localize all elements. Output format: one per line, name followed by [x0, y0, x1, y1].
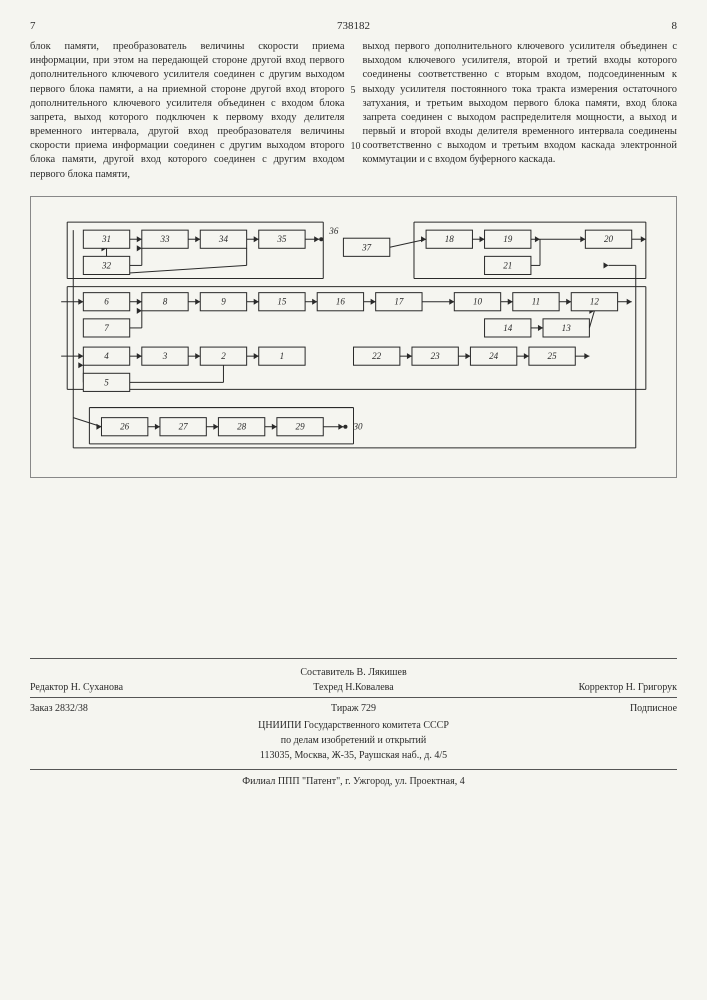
footer-filial: Филиал ППП "Патент", г. Ужгород, ул. Про…: [30, 769, 677, 789]
footer-tirazh: Тираж 729: [246, 701, 462, 716]
line-marker-5: 5: [351, 84, 356, 98]
svg-text:16: 16: [336, 296, 346, 306]
svg-text:21: 21: [503, 260, 512, 270]
svg-text:18: 18: [445, 234, 455, 244]
footer-editor: Редактор Н. Суханова: [30, 680, 246, 695]
svg-text:28: 28: [237, 421, 247, 431]
svg-text:19: 19: [503, 234, 513, 244]
label-30: 30: [353, 421, 364, 431]
svg-text:2: 2: [221, 351, 226, 361]
svg-text:13: 13: [562, 323, 572, 333]
svg-text:32: 32: [101, 260, 112, 270]
doc-number: 738182: [50, 20, 657, 32]
svg-text:14: 14: [503, 323, 513, 333]
diagram-svg: 3133343532371819202168915161710111271413…: [41, 207, 666, 467]
svg-text:20: 20: [604, 234, 614, 244]
footer-corrector: Корректор Н. Григорук: [461, 680, 677, 695]
svg-text:12: 12: [590, 296, 600, 306]
svg-text:34: 34: [218, 234, 229, 244]
svg-text:15: 15: [277, 296, 287, 306]
svg-text:3: 3: [162, 351, 168, 361]
svg-text:10: 10: [473, 296, 483, 306]
footer-compiler: Составитель В. Лякишев: [30, 665, 677, 680]
svg-text:35: 35: [276, 234, 287, 244]
line-marker-10: 10: [351, 140, 361, 154]
svg-text:37: 37: [361, 242, 372, 252]
footer-address: 113035, Москва, Ж-35, Раушская наб., д. …: [30, 748, 677, 763]
svg-text:33: 33: [159, 234, 170, 244]
svg-text:25: 25: [548, 351, 558, 361]
svg-text:7: 7: [104, 323, 109, 333]
svg-text:17: 17: [394, 296, 404, 306]
svg-text:4: 4: [104, 351, 109, 361]
footer-subscription: Подписное: [461, 701, 677, 716]
footer-order: Заказ 2832/38: [30, 701, 246, 716]
svg-text:23: 23: [431, 351, 441, 361]
svg-text:29: 29: [296, 421, 306, 431]
svg-text:22: 22: [372, 351, 382, 361]
svg-text:26: 26: [120, 421, 130, 431]
svg-text:5: 5: [104, 377, 109, 387]
block-diagram: 3133343532371819202168915161710111271413…: [30, 196, 677, 478]
footer-techred: Техред Н.Ковалева: [246, 680, 462, 695]
footer-org1: ЦНИИПИ Государственного комитета СССР: [30, 718, 677, 733]
column-1: блок памяти, преобразователь величины ск…: [30, 40, 345, 182]
page-right: 8: [657, 20, 677, 32]
label-36: 36: [328, 226, 339, 236]
footer-org2: по делам изобретений и открытий: [30, 733, 677, 748]
footer: Составитель В. Лякишев Редактор Н. Сухан…: [30, 658, 677, 789]
column-2: 5 10 выход первого дополнительного ключе…: [363, 40, 678, 182]
svg-text:8: 8: [163, 296, 168, 306]
body-columns: блок памяти, преобразователь величины ск…: [30, 40, 677, 182]
svg-text:1: 1: [280, 351, 285, 361]
header-row: 7 738182 8: [30, 20, 677, 32]
page-left: 7: [30, 20, 50, 32]
svg-text:6: 6: [104, 296, 109, 306]
svg-text:9: 9: [221, 296, 226, 306]
svg-text:24: 24: [489, 351, 499, 361]
svg-text:11: 11: [532, 296, 540, 306]
svg-text:27: 27: [179, 421, 189, 431]
column-2-text: выход первого дополнительного ключевого …: [363, 41, 678, 165]
svg-text:31: 31: [101, 234, 111, 244]
